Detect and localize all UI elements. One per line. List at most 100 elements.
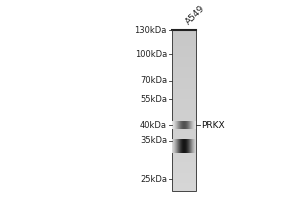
Bar xyxy=(172,140,196,141)
Bar xyxy=(172,166,196,167)
Bar xyxy=(172,154,196,155)
Bar xyxy=(172,183,196,184)
Bar xyxy=(172,56,196,57)
Bar xyxy=(172,182,196,183)
Bar xyxy=(172,68,196,69)
Bar xyxy=(172,152,196,153)
Text: A549: A549 xyxy=(184,4,207,27)
Bar xyxy=(172,133,196,134)
Bar xyxy=(172,137,196,138)
Bar xyxy=(172,33,196,34)
Bar xyxy=(172,38,196,39)
Bar xyxy=(172,93,196,94)
Bar xyxy=(172,143,196,144)
Bar xyxy=(172,67,196,68)
Bar xyxy=(172,177,196,178)
Bar xyxy=(172,37,196,38)
Bar xyxy=(172,153,196,154)
Bar xyxy=(172,156,196,157)
Bar xyxy=(172,51,196,52)
Bar xyxy=(172,181,196,182)
Bar xyxy=(172,65,196,66)
Bar xyxy=(172,104,196,105)
Bar xyxy=(172,36,196,37)
Bar xyxy=(172,119,196,120)
Bar xyxy=(172,91,196,92)
Bar xyxy=(172,52,196,53)
Bar xyxy=(172,76,196,77)
Bar xyxy=(172,136,196,137)
Bar xyxy=(172,81,196,82)
Bar xyxy=(172,189,196,190)
Bar xyxy=(172,96,196,97)
Bar xyxy=(172,176,196,177)
Bar xyxy=(172,129,196,130)
Bar xyxy=(172,95,196,96)
Bar xyxy=(172,69,196,70)
Bar xyxy=(172,99,196,100)
Bar xyxy=(172,59,196,60)
Bar xyxy=(172,40,196,41)
Bar xyxy=(172,61,196,62)
Text: 70kDa: 70kDa xyxy=(140,76,167,85)
Bar xyxy=(172,97,196,98)
Bar xyxy=(172,114,196,115)
Bar xyxy=(172,122,196,123)
Bar xyxy=(172,150,196,151)
Bar xyxy=(172,144,196,145)
Bar xyxy=(172,142,196,143)
Bar xyxy=(172,94,196,95)
Bar xyxy=(172,109,196,110)
Bar xyxy=(172,108,196,109)
Bar xyxy=(172,116,196,117)
Bar xyxy=(172,110,196,111)
Bar xyxy=(172,46,196,47)
Bar xyxy=(172,175,196,176)
Bar xyxy=(172,187,196,188)
Bar xyxy=(172,86,196,87)
Bar xyxy=(172,78,196,79)
Bar xyxy=(172,123,196,124)
Text: 25kDa: 25kDa xyxy=(140,175,167,184)
Bar xyxy=(172,185,196,186)
Bar xyxy=(172,106,196,107)
Bar xyxy=(172,128,196,129)
Bar xyxy=(172,115,196,116)
Bar xyxy=(172,73,196,74)
Bar xyxy=(172,145,196,146)
Bar xyxy=(172,66,196,67)
Bar xyxy=(172,64,196,65)
Bar xyxy=(172,170,196,171)
Bar xyxy=(172,151,196,152)
Bar xyxy=(172,53,196,54)
Bar xyxy=(172,43,196,44)
Bar xyxy=(172,127,196,128)
Bar xyxy=(172,48,196,49)
Bar xyxy=(172,141,196,142)
Bar xyxy=(172,72,196,73)
Text: 35kDa: 35kDa xyxy=(140,136,167,145)
Bar xyxy=(172,47,196,48)
Bar xyxy=(172,32,196,33)
Bar xyxy=(172,113,196,114)
Bar xyxy=(172,82,196,83)
Bar xyxy=(172,83,196,84)
Bar xyxy=(172,88,196,89)
Bar xyxy=(172,87,196,88)
Bar xyxy=(172,50,196,51)
Bar xyxy=(172,139,196,140)
Bar xyxy=(172,30,196,191)
Bar xyxy=(172,112,196,113)
Bar xyxy=(172,54,196,55)
Text: PRKX: PRKX xyxy=(201,121,225,130)
Bar xyxy=(172,135,196,136)
Bar xyxy=(172,174,196,175)
Bar xyxy=(172,157,196,158)
Bar xyxy=(172,158,196,159)
Bar xyxy=(172,121,196,122)
Bar xyxy=(172,49,196,50)
Bar xyxy=(172,44,196,45)
Bar xyxy=(172,117,196,118)
Bar xyxy=(172,41,196,42)
Bar xyxy=(172,80,196,81)
